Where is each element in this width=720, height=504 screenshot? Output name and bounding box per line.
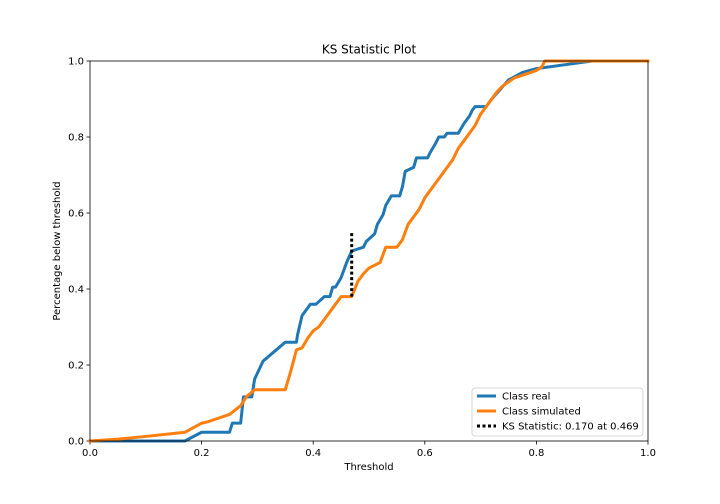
chart-title: KS Statistic Plot xyxy=(322,43,417,57)
x-tick-label: 0.8 xyxy=(528,448,544,459)
x-tick-label: 0.0 xyxy=(82,448,98,459)
plot-area xyxy=(88,59,650,443)
legend-box xyxy=(471,387,644,437)
y-tick-label: 0.4 xyxy=(68,285,84,296)
plot-frame xyxy=(89,60,649,442)
y-tick-label: 0.2 xyxy=(68,361,84,372)
x-tick-label: 1.0 xyxy=(640,448,656,459)
legend-label-ks-statistic: KS Statistic: 0.170 at 0.469 xyxy=(502,422,639,433)
x-axis-label: Threshold xyxy=(343,462,393,473)
y-tick-label: 1.0 xyxy=(68,57,84,68)
x-tick-label: 0.4 xyxy=(305,448,321,459)
y-axis: 0.0 0.2 0.4 0.6 0.8 1.0 xyxy=(68,57,90,448)
y-tick-label: 0.6 xyxy=(68,209,84,220)
series-line-class-simulated xyxy=(88,59,650,443)
y-axis-label: Percentage below threshold xyxy=(52,181,63,320)
legend: Class real Class simulated KS Statistic:… xyxy=(471,387,644,437)
legend-label-class-real: Class real xyxy=(502,392,550,403)
y-tick-label: 0.8 xyxy=(68,133,84,144)
x-axis: 0.0 0.2 0.4 0.6 0.8 1.0 xyxy=(82,441,656,459)
series-lines xyxy=(88,59,650,443)
series-line-class-real xyxy=(88,59,650,443)
x-tick-label: 0.2 xyxy=(194,448,210,459)
y-tick-label: 0.0 xyxy=(68,437,84,448)
legend-label-class-simulated: Class simulated xyxy=(502,407,581,418)
x-tick-label: 0.6 xyxy=(417,448,433,459)
